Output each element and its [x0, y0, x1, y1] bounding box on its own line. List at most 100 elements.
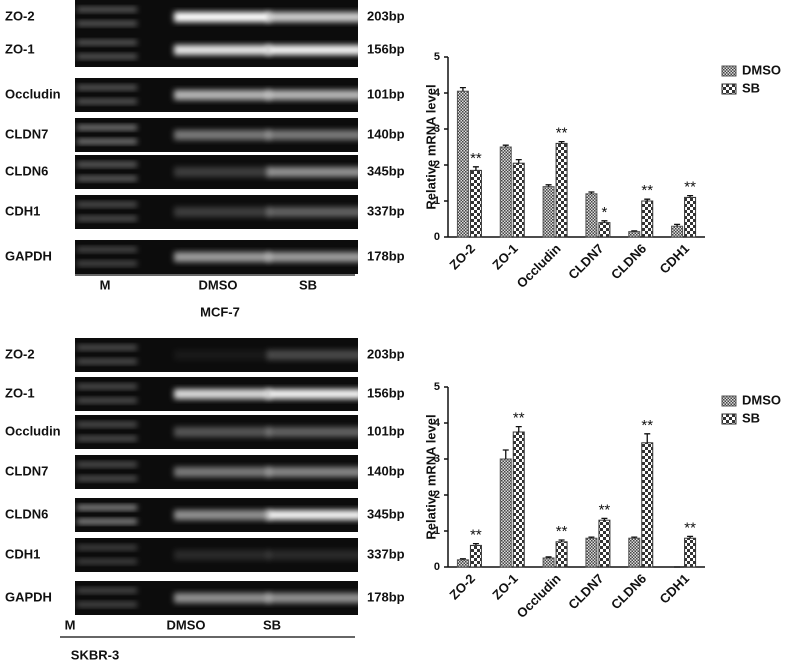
- y-axis-title: Relative mRNA level: [423, 414, 438, 539]
- bar: [542, 186, 555, 238]
- bar: [585, 193, 598, 238]
- gene-label: CLDN7: [5, 463, 48, 478]
- gel-band: [174, 350, 270, 360]
- lane-label: SB: [263, 617, 281, 632]
- gene-label: GAPDH: [5, 248, 52, 263]
- error-bar: [558, 140, 565, 144]
- lane-label: SB: [299, 277, 317, 292]
- y-tick-label: 1: [434, 195, 440, 207]
- error-bar: [515, 158, 522, 164]
- gel-band: [174, 207, 270, 217]
- error-bar: [502, 144, 509, 147]
- y-tick-label: 0: [434, 561, 440, 573]
- size-label: 337bp: [367, 546, 405, 561]
- gene-label: ZO-1: [5, 385, 35, 400]
- gene-label: ZO-2: [5, 346, 35, 361]
- y-tick-label: 2: [434, 489, 440, 501]
- size-label: 156bp: [367, 385, 405, 400]
- gel-band: [174, 389, 270, 399]
- gel-band: [77, 176, 137, 181]
- y-tick-label: 5: [434, 51, 440, 63]
- y-tick-label: 5: [434, 381, 440, 393]
- x-tick-label: ZO-1: [489, 571, 521, 603]
- significance-label: **: [470, 527, 482, 544]
- significance-label: **: [556, 125, 568, 142]
- gel-band: [77, 559, 137, 564]
- gel-band: [77, 202, 137, 207]
- x-tick-label: CLDN6: [608, 571, 649, 612]
- gene-label: CDH1: [5, 203, 40, 218]
- gel-band: [267, 207, 363, 217]
- legend-label: DMSO: [742, 62, 781, 77]
- size-label: 337bp: [367, 203, 405, 218]
- size-label: 178bp: [367, 589, 405, 604]
- size-label: 203bp: [367, 8, 405, 23]
- gel-band: [267, 593, 363, 603]
- gel-band: [77, 216, 137, 221]
- gene-label: CLDN7: [5, 126, 48, 141]
- gel-band: [77, 162, 137, 167]
- gel-band: [77, 359, 137, 364]
- gel-band: [77, 247, 137, 252]
- gel-band: [174, 12, 270, 22]
- gel-band: [77, 505, 137, 510]
- gel-band: [77, 85, 137, 90]
- x-tick-label: ZO-2: [446, 241, 478, 273]
- gel-band: [174, 45, 270, 55]
- error-bar: [459, 558, 466, 560]
- size-label: 140bp: [367, 126, 405, 141]
- y-tick-label: 1: [434, 525, 440, 537]
- bar: [469, 169, 482, 238]
- legend-label: SB: [742, 80, 760, 95]
- bar: [598, 222, 611, 238]
- bar: [512, 162, 525, 238]
- y-tick-label: 3: [434, 453, 440, 465]
- bar: [598, 519, 611, 568]
- error-bar: [545, 184, 552, 187]
- gel-band: [77, 125, 137, 130]
- error-bar: [588, 536, 595, 539]
- gel-band: [267, 45, 363, 55]
- gel-band: [174, 467, 270, 477]
- gel-band: [77, 462, 137, 467]
- bar: [555, 142, 568, 238]
- size-label: 178bp: [367, 248, 405, 263]
- legend-label: DMSO: [742, 392, 781, 407]
- bar: [555, 541, 568, 568]
- error-bar: [601, 517, 608, 521]
- size-label: 140bp: [367, 463, 405, 478]
- gel-band: [77, 139, 137, 144]
- significance-label: **: [684, 519, 696, 536]
- bar: [641, 200, 654, 238]
- error-bar: [644, 198, 651, 201]
- error-bar: [631, 536, 638, 539]
- y-tick-label: 4: [434, 417, 441, 429]
- legend-swatch: [721, 83, 737, 95]
- y-tick-label: 0: [434, 231, 440, 243]
- gel-band: [77, 476, 137, 481]
- bar: [512, 431, 525, 568]
- gel-band: [267, 389, 363, 399]
- bar: [542, 557, 555, 568]
- gel-band: [77, 422, 137, 427]
- lane-label: M: [100, 277, 111, 292]
- significance-label: **: [684, 179, 696, 196]
- gel-band: [267, 550, 363, 560]
- bar: [684, 196, 697, 238]
- error-bar: [674, 223, 681, 227]
- error-bar: [588, 191, 595, 194]
- error-bar: [601, 220, 608, 223]
- gene-label: Occludin: [5, 423, 61, 438]
- gel-band: [77, 99, 137, 104]
- gel-band: [267, 12, 363, 22]
- bar: [499, 458, 512, 568]
- bar: [628, 231, 641, 238]
- gene-label: Occludin: [5, 86, 61, 101]
- x-tick-label: CLDN6: [608, 241, 649, 282]
- error-bar: [502, 449, 509, 459]
- gel-band: [267, 350, 363, 360]
- y-tick-label: 4: [434, 87, 441, 99]
- gel-band: [77, 602, 137, 607]
- bar: [641, 442, 654, 568]
